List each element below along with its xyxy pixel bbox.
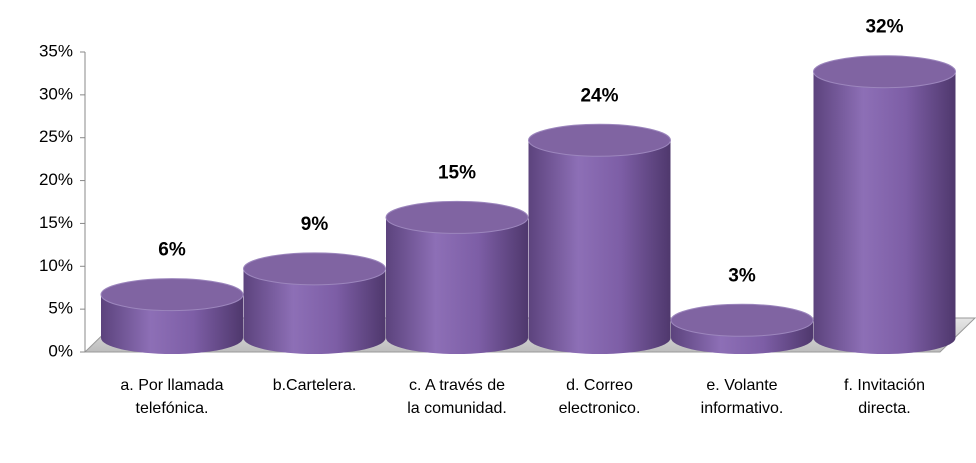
bar xyxy=(243,252,386,354)
value-label: 15% xyxy=(438,162,476,183)
cylinder-body xyxy=(813,71,956,354)
cylinder-top xyxy=(528,123,671,157)
y-tick-label: 25% xyxy=(39,127,73,146)
x-tick-label: c. A través de la comunidad. xyxy=(407,377,507,417)
cylinder-top xyxy=(813,55,956,89)
y-tick-label: 0% xyxy=(48,341,73,360)
x-tick-label: b.Cartelera. xyxy=(272,377,357,394)
y-tick-label: 20% xyxy=(39,170,73,189)
y-tick-label: 5% xyxy=(48,299,73,318)
x-tick-label: d. Correo electronico. xyxy=(558,377,641,417)
cylinder-top xyxy=(243,252,386,286)
cylinder-top xyxy=(670,303,814,337)
x-tick-label: e. Volante informativo. xyxy=(700,377,784,417)
y-tick-label: 10% xyxy=(39,256,73,275)
value-label: 32% xyxy=(865,17,903,38)
cylinder-top xyxy=(100,278,244,312)
cylinder-body xyxy=(528,140,671,354)
y-tick-label: 15% xyxy=(39,213,73,232)
x-tick-label: f. Invitación directa. xyxy=(844,377,925,417)
bar xyxy=(100,278,244,354)
cylinder-top xyxy=(385,200,529,234)
value-label: 6% xyxy=(158,240,186,261)
y-tick-label: 35% xyxy=(39,41,73,60)
bar xyxy=(528,123,671,354)
cylinder-body xyxy=(386,217,528,354)
cylinder-body xyxy=(101,294,243,354)
value-label: 3% xyxy=(728,265,756,286)
x-tick-label: a. Por llamada telefónica. xyxy=(120,377,224,417)
bar xyxy=(670,303,814,354)
value-label: 9% xyxy=(301,214,329,235)
bar xyxy=(385,200,529,354)
y-tick-label: 30% xyxy=(39,84,73,103)
cylinder-body xyxy=(243,268,386,354)
value-label: 24% xyxy=(580,85,618,106)
bar xyxy=(813,55,956,354)
